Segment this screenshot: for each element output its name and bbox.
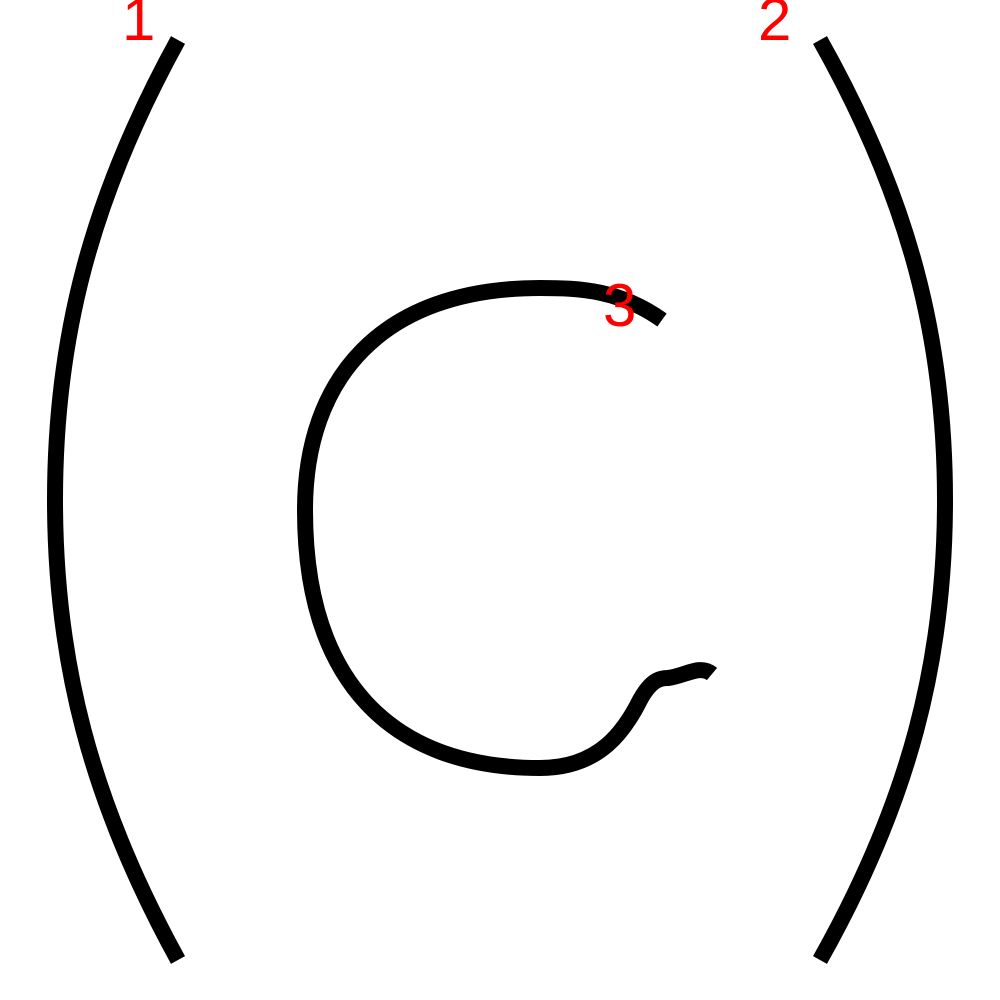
stroke-1-label: 1 xyxy=(122,0,155,53)
stroke-1-group: 1 xyxy=(47,0,186,964)
stroke-1-left-parenthesis xyxy=(47,36,186,964)
stroke-3-label: 3 xyxy=(603,272,636,339)
stroke-2-label: 2 xyxy=(758,0,791,53)
stroke-3-letter-c xyxy=(297,280,718,776)
stroke-2-group: 2 xyxy=(758,0,953,964)
stroke-2-right-parenthesis xyxy=(813,36,953,964)
stroke-3-group: 3 xyxy=(297,272,718,776)
